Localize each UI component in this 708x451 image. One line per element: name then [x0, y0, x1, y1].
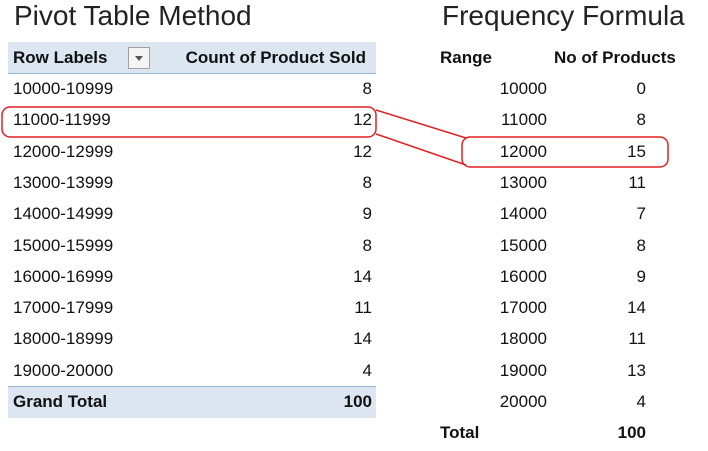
highlight-left — [1, 106, 377, 138]
pivot-count: 14 — [353, 266, 372, 286]
range-value: 19000 — [499, 360, 547, 380]
pivot-label: 15000-15999 — [13, 235, 114, 255]
frequency-value: 11 — [628, 172, 646, 192]
pivot-header-border — [8, 73, 376, 74]
pivot-label: 19000-20000 — [13, 360, 114, 380]
pivot-header: Row Labels — [13, 48, 108, 67]
frequency-value: 11 — [628, 329, 646, 349]
range-value: 20000 — [499, 392, 547, 411]
connector — [375, 133, 467, 166]
range-value: 17000 — [499, 298, 547, 318]
range-value: 16000 — [499, 266, 547, 286]
frequency-value: 14 — [627, 298, 646, 318]
frequency-total-label: Total — [440, 423, 480, 443]
frequency-value: 8 — [636, 235, 646, 255]
pivot-total-border — [8, 386, 376, 387]
frequency-value: 7 — [636, 204, 646, 224]
frequency-header: Range — [440, 48, 492, 67]
pivot-count: 4 — [362, 360, 372, 380]
frequency-value: 0 — [636, 79, 646, 98]
frequency-value: 4 — [636, 392, 646, 411]
range-value: 14000 — [499, 204, 547, 224]
pivot-count: 8 — [362, 79, 372, 98]
pivot-count: 8 — [362, 235, 372, 255]
pivot-total-band — [8, 387, 376, 418]
dropdown-arrow — [135, 56, 143, 61]
frequency-value: 13 — [627, 360, 646, 380]
range-value: 15000 — [499, 235, 547, 255]
pivot-label: 18000-18999 — [13, 329, 114, 349]
frequency-value: 8 — [636, 110, 646, 130]
frequency-value: 15 — [627, 141, 646, 161]
pivot-label: 10000-10999 — [13, 79, 114, 98]
range-value: 18000 — [499, 329, 547, 349]
pivot-label: 12000-12999 — [13, 141, 114, 161]
pivot-title: Pivot Table Method — [14, 0, 252, 31]
frequency-header: No of Products — [554, 48, 676, 67]
pivot-label: 13000-13999 — [13, 172, 114, 192]
range-value: 13000 — [499, 172, 547, 192]
pivot-label: 16000-16999 — [13, 266, 114, 286]
pivot-total-value: 100 — [343, 392, 372, 411]
pivot-header: Count of Product Sold — [185, 48, 366, 67]
connector — [375, 109, 467, 139]
highlight-right — [461, 136, 669, 168]
frequency-value: 9 — [636, 266, 646, 286]
pivot-count: 11 — [354, 298, 372, 318]
pivot-count: 12 — [353, 141, 372, 161]
frequency-total-value: 100 — [617, 423, 646, 443]
filter-dropdown[interactable] — [128, 47, 150, 69]
pivot-label: 11000-11999 — [13, 110, 111, 130]
pivot-label: 14000-14999 — [13, 204, 114, 224]
range-value: 12000 — [499, 141, 547, 161]
frequency-title: Frequency Formula — [442, 0, 685, 31]
range-value: 10000 — [499, 79, 547, 98]
pivot-count: 9 — [362, 204, 372, 224]
pivot-label: 17000-17999 — [13, 298, 114, 318]
pivot-count: 8 — [362, 172, 372, 192]
pivot-count: 14 — [353, 329, 372, 349]
pivot-header-band — [8, 42, 376, 73]
range-value: 11000 — [500, 110, 547, 130]
pivot-total-label: Grand Total — [13, 392, 108, 411]
pivot-count: 12 — [353, 110, 372, 130]
